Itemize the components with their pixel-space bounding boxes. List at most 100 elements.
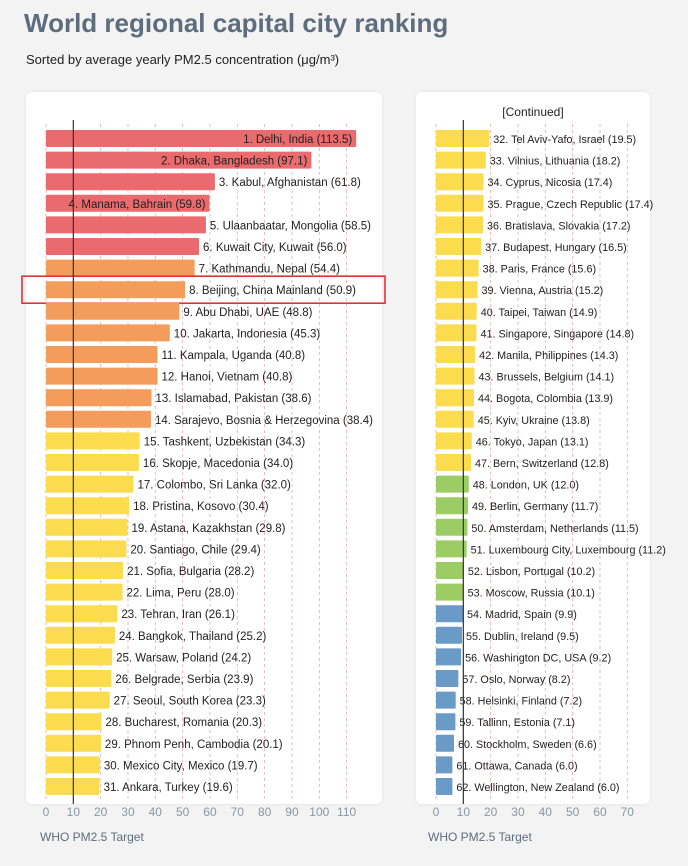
right-tick-label: 0 — [433, 805, 440, 819]
left-bar-label: 31. Ankara, Turkey (19.6) — [104, 782, 233, 794]
right-bar-label: 41. Singapore, Singapore (14.8) — [480, 328, 634, 340]
right-bar — [436, 734, 455, 752]
left-bar — [46, 475, 134, 493]
right-bar — [436, 670, 459, 687]
right-bar-label: 54. Madrid, Spain (9.9) — [467, 609, 577, 621]
right-bar-label: 51. Luxembourg City, Luxembourg (11.2) — [471, 544, 666, 556]
right-tick-label: 20 — [484, 805, 498, 819]
left-bar — [46, 540, 127, 558]
right-tick-label: 70 — [621, 805, 635, 819]
continued-label: [Continued] — [502, 105, 563, 119]
right-bar-label: 48. London, UK (12.0) — [473, 480, 579, 492]
left-bar-label: 14. Sarajevo, Bosnia & Herzegovina (38.4… — [155, 415, 373, 427]
right-bar — [436, 562, 464, 579]
right-bar-label: 57. Oslo, Norway (8.2) — [462, 674, 570, 686]
left-bar-label: 26. Belgrade, Serbia (23.9) — [115, 674, 253, 686]
left-bar-label: 30. Mexico City, Mexico (19.7) — [104, 760, 258, 772]
right-bar — [436, 173, 484, 191]
left-bar-label: 3. Kabul, Afghanistan (61.8) — [219, 177, 361, 189]
left-bar — [46, 259, 195, 277]
right-bar — [436, 778, 453, 795]
left-bar — [46, 670, 112, 687]
right-bar — [436, 648, 462, 666]
left-bar — [46, 497, 130, 515]
right-tick-label: 50 — [566, 805, 580, 819]
left-bar-label: 8. Beijing, China Mainland (50.9) — [189, 285, 356, 297]
right-bar — [436, 259, 479, 277]
left-bar-label: 27. Seoul, South Korea (23.3) — [114, 696, 266, 708]
right-bar-label: 37. Budapest, Hungary (16.5) — [485, 242, 627, 254]
right-tick-label: 10 — [457, 805, 471, 819]
right-bar-label: 50. Amsterdam, Netherlands (11.5) — [471, 523, 638, 535]
right-bar-label: 59. Tallinn, Estonia (7.1) — [459, 717, 575, 729]
right-bar-label: 55. Dublin, Ireland (9.5) — [466, 631, 579, 643]
right-bar — [436, 367, 475, 385]
left-bar — [46, 324, 170, 342]
right-bar-label: 58. Helsinki, Finland (7.2) — [460, 696, 582, 708]
left-bar — [46, 454, 139, 471]
left-bar — [46, 648, 113, 666]
right-bar — [436, 432, 472, 450]
left-tick-label: 10 — [67, 805, 81, 819]
left-tick-label: 0 — [43, 805, 50, 819]
left-tick-label: 80 — [258, 805, 272, 819]
right-bar-label: 60. Stockholm, Sweden (6.6) — [458, 739, 597, 751]
right-bar-label: 39. Vienna, Austria (15.2) — [482, 285, 604, 297]
left-bar — [46, 194, 210, 212]
right-bar-label: 46. Tokyo, Japan (13.1) — [476, 436, 589, 448]
left-bar — [46, 216, 206, 234]
left-bar — [46, 130, 357, 147]
right-bar-label: 44. Bogota, Colombia (13.9) — [478, 393, 613, 405]
left-bar-label: 16. Skopje, Macedonia (34.0) — [143, 458, 293, 470]
left-bar-label: 13. Islamabad, Pakistan (38.6) — [155, 393, 311, 405]
left-bar-label: 21. Sofia, Bulgaria (28.2) — [127, 566, 254, 578]
left-bar-label: 5. Ulaanbaatar, Mongolia (58.5) — [210, 220, 371, 232]
right-bar — [436, 410, 474, 428]
left-bar-label: 12. Hanoi, Vietnam (40.8) — [162, 372, 293, 384]
right-bar-label: 32. Tel Aviv-Yafo, Israel (19.5) — [493, 134, 636, 146]
left-bar — [46, 367, 158, 385]
right-bar — [436, 302, 477, 320]
left-bar — [46, 281, 186, 299]
right-bar-label: 62. Wellington, New Zealand (6.0) — [456, 782, 619, 794]
right-bar — [436, 151, 486, 169]
left-tick-label: 60 — [203, 805, 217, 819]
left-bar-label: 23. Tehran, Iran (26.1) — [121, 609, 235, 621]
left-bar — [46, 389, 152, 407]
left-bar-label: 19. Astana, Kazakhstan (29.8) — [131, 523, 285, 535]
left-bar — [46, 432, 140, 450]
right-bar — [436, 756, 453, 774]
right-bar-label: 52. Lisbon, Portugal (10.2) — [468, 566, 595, 578]
left-bar — [46, 605, 118, 623]
right-bar-label: 45. Kyiv, Ukraine (13.8) — [478, 415, 590, 427]
left-tick-label: 70 — [231, 805, 245, 819]
right-bar-label: 34. Cyprus, Nicosia (17.4) — [488, 177, 613, 189]
left-bar-label: 15. Tashkent, Uzbekistan (34.3) — [144, 436, 306, 448]
right-bar-label: 47. Bern, Switzerland (12.8) — [475, 458, 609, 470]
left-bar-label: 29. Phnom Penh, Cambodia (20.1) — [105, 739, 283, 751]
left-tick-label: 20 — [94, 805, 108, 819]
right-bar-label: 38. Paris, France (15.6) — [483, 264, 596, 276]
left-bar-label: 2. Dhaka, Bangladesh (97.1) — [161, 156, 308, 168]
right-bar-label: 43. Brussels, Belgium (14.1) — [479, 372, 615, 384]
right-bar-label: 53. Moscow, Russia (10.1) — [468, 588, 595, 600]
left-bar — [46, 346, 158, 363]
highlight-box — [21, 275, 386, 305]
left-bar-label: 1. Delhi, India (113.5) — [243, 134, 352, 146]
right-bar — [436, 281, 478, 299]
left-tick-label: 100 — [309, 805, 329, 819]
right-bar — [436, 583, 464, 601]
right-bar-label: 56. Washington DC, USA (9.2) — [465, 652, 611, 664]
right-bar-label: 61. Ottawa, Canada (6.0) — [456, 760, 577, 772]
right-bar — [436, 346, 476, 363]
right-bar — [436, 497, 468, 515]
left-bar — [46, 302, 180, 320]
left-bar — [46, 238, 200, 255]
right-bar — [436, 518, 468, 536]
left-bar — [46, 583, 123, 601]
right-bar — [436, 454, 471, 471]
right-bar — [436, 389, 474, 407]
left-bar-label: 22. Lima, Peru (28.0) — [127, 588, 235, 600]
left-bar — [46, 691, 110, 709]
